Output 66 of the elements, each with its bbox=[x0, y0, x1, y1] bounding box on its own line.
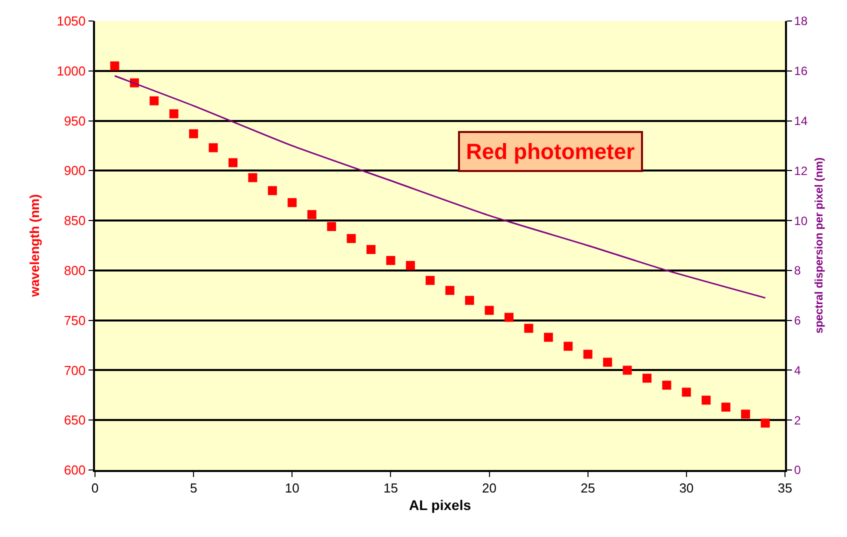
point bbox=[150, 96, 159, 106]
point bbox=[622, 366, 632, 375]
point bbox=[445, 286, 454, 295]
y2-tick-label: 10 bbox=[794, 214, 808, 228]
point bbox=[110, 61, 120, 70]
x-tick-label: 5 bbox=[190, 480, 198, 496]
point bbox=[248, 173, 258, 182]
y-tick-label: 900 bbox=[64, 163, 86, 178]
point bbox=[662, 380, 672, 390]
y2-tick-label: 6 bbox=[794, 314, 802, 328]
y-tick-label: 650 bbox=[64, 412, 86, 428]
x-axis-title: AL pixels bbox=[409, 497, 472, 514]
y2-tick-label: 4 bbox=[794, 363, 802, 378]
y-tick-label: 700 bbox=[64, 362, 86, 378]
point bbox=[564, 342, 573, 351]
x-tick-label: 35 bbox=[778, 480, 792, 496]
point bbox=[406, 260, 415, 270]
y-tick-label: 1050 bbox=[56, 14, 86, 29]
y2-tick-label: 2 bbox=[794, 413, 802, 428]
y2-tick-label: 0 bbox=[794, 463, 802, 478]
x-tick-label: 0 bbox=[91, 480, 99, 496]
x-tick-label: 25 bbox=[580, 480, 596, 496]
point bbox=[760, 418, 770, 428]
point bbox=[702, 396, 711, 405]
y-axis-title: wavelength (nm) bbox=[27, 194, 42, 298]
y2-tick-label: 8 bbox=[794, 264, 802, 278]
point bbox=[682, 388, 691, 397]
point bbox=[583, 350, 592, 359]
y-tick-label: 850 bbox=[64, 213, 86, 228]
point bbox=[208, 143, 218, 152]
y-tick-label: 950 bbox=[64, 113, 86, 128]
point bbox=[386, 256, 396, 265]
y2-tick-label: 16 bbox=[794, 64, 808, 78]
point bbox=[288, 198, 297, 208]
x-tick-label: 10 bbox=[284, 480, 300, 496]
annotation: Red photometer bbox=[466, 139, 636, 164]
y-tick-label: 800 bbox=[64, 262, 86, 278]
point bbox=[642, 374, 652, 383]
point bbox=[346, 234, 356, 244]
point bbox=[327, 222, 336, 232]
point bbox=[721, 402, 730, 412]
y-tick-label: 1000 bbox=[56, 63, 86, 78]
point bbox=[366, 244, 376, 254]
y-tick-label: 750 bbox=[64, 312, 86, 328]
point bbox=[544, 332, 553, 342]
point bbox=[426, 276, 435, 285]
y-tick-label: 600 bbox=[64, 462, 86, 478]
y2-tick-label: 14 bbox=[794, 114, 808, 128]
y2-tick-label: 18 bbox=[794, 14, 808, 28]
point bbox=[465, 296, 474, 305]
point bbox=[484, 306, 494, 315]
x-tick-label: 20 bbox=[482, 480, 497, 496]
y2-axis-title: spectral dispersion per pixel (nm) bbox=[814, 157, 826, 334]
point bbox=[189, 129, 198, 138]
point bbox=[169, 109, 178, 118]
point bbox=[228, 158, 238, 168]
line-series bbox=[114, 75, 766, 299]
y2-tick-label: 12 bbox=[794, 164, 808, 178]
x-tick-label: 15 bbox=[383, 480, 398, 496]
point bbox=[603, 358, 612, 367]
point bbox=[524, 324, 534, 333]
point bbox=[268, 186, 277, 196]
x-tick-label: 30 bbox=[679, 480, 694, 496]
point bbox=[307, 210, 316, 220]
point bbox=[741, 410, 750, 419]
point bbox=[504, 312, 514, 322]
